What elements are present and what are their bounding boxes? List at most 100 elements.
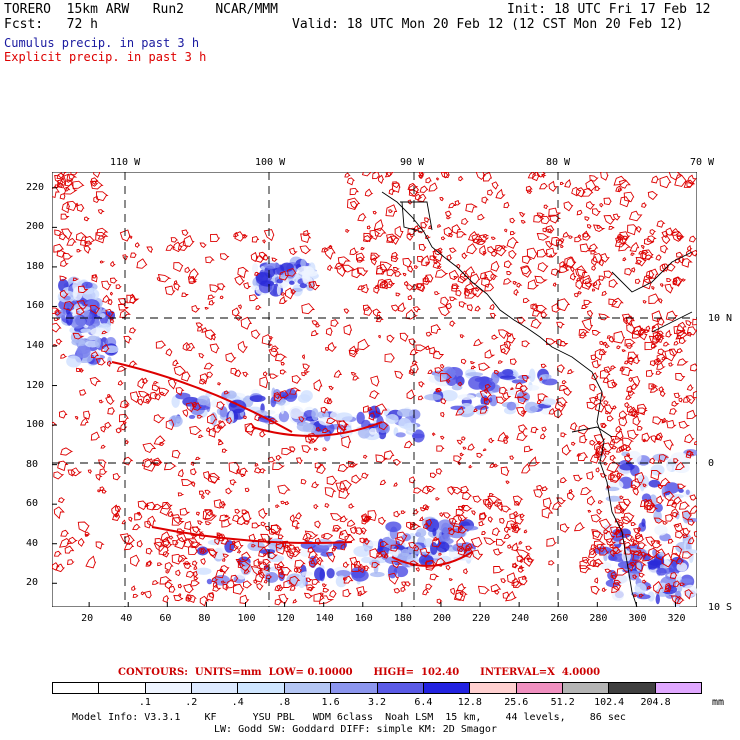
explicit-precip-contour <box>505 520 519 529</box>
explicit-precip-contour <box>694 440 697 446</box>
explicit-precip-contour <box>479 272 488 280</box>
explicit-precip-contour <box>149 391 159 400</box>
explicit-precip-contour <box>506 332 513 337</box>
explicit-precip-contour <box>437 265 442 270</box>
explicit-precip-contour <box>187 594 197 603</box>
explicit-precip-contour <box>156 277 161 282</box>
explicit-precip-contour <box>240 316 252 330</box>
explicit-precip-contour <box>491 527 501 537</box>
explicit-precip-contour <box>137 398 144 406</box>
explicit-precip-contour <box>458 301 468 308</box>
cumulus-precip-cell <box>276 284 281 296</box>
explicit-precip-contour <box>506 236 519 249</box>
explicit-precip-contour <box>648 293 660 304</box>
explicit-precip-contour <box>54 184 60 189</box>
explicit-precip-contour <box>110 260 116 267</box>
explicit-precip-contour <box>437 224 442 228</box>
explicit-precip-contour <box>287 267 297 277</box>
explicit-precip-contour <box>442 512 452 519</box>
explicit-precip-contour <box>598 348 608 356</box>
explicit-precip-contour <box>672 580 681 587</box>
explicit-precip-contour <box>599 473 608 478</box>
explicit-precip-contour <box>507 544 513 549</box>
explicit-precip-contour <box>456 536 467 550</box>
explicit-precip-contour <box>589 547 597 556</box>
explicit-precip-contour <box>176 533 189 543</box>
explicit-precip-contour <box>303 229 311 236</box>
explicit-precip-contour <box>592 288 596 292</box>
explicit-precip-contour <box>222 583 229 591</box>
explicit-precip-contour <box>592 530 604 541</box>
cumulus-precip-cell <box>524 401 539 414</box>
explicit-precip-band <box>111 361 293 433</box>
explicit-precip-contour <box>633 540 640 545</box>
explicit-precip-contour <box>673 325 686 334</box>
explicit-precip-contour <box>537 393 549 402</box>
explicit-precip-contour <box>173 283 181 291</box>
explicit-precip-contour <box>161 501 173 510</box>
explicit-precip-contour <box>541 173 547 179</box>
explicit-precip-contour <box>482 250 488 255</box>
explicit-precip-contour <box>224 390 230 395</box>
cumulus-precip-cell <box>600 561 612 570</box>
cumulus-precip-cell <box>94 336 101 349</box>
explicit-precip-contour <box>503 260 513 269</box>
explicit-precip-contour <box>263 579 268 584</box>
explicit-precip-contour <box>439 196 445 202</box>
explicit-precip-contour <box>159 576 173 585</box>
explicit-precip-contour <box>302 354 306 360</box>
explicit-precip-contour <box>483 398 491 406</box>
explicit-precip-contour <box>577 452 589 461</box>
cumulus-precip-cell <box>670 452 689 464</box>
explicit-precip-contour <box>446 378 451 384</box>
explicit-precip-contour <box>691 249 697 257</box>
explicit-precip-contour <box>294 512 303 520</box>
explicit-precip-contour <box>569 266 576 273</box>
explicit-precip-contour <box>310 329 319 337</box>
explicit-precip-contour <box>478 362 491 371</box>
colorbar-swatch <box>377 683 424 693</box>
explicit-precip-contour <box>435 497 441 501</box>
cumulus-precip-cell <box>654 503 663 513</box>
cumulus-precip-cell <box>210 399 221 408</box>
explicit-precip-contour <box>371 561 381 568</box>
explicit-precip-contour <box>655 548 667 561</box>
explicit-precip-contour <box>686 450 694 457</box>
explicit-precip-contour <box>327 341 337 352</box>
explicit-precip-contour <box>443 226 454 238</box>
explicit-precip-contour <box>649 386 659 393</box>
explicit-precip-contour <box>451 284 459 292</box>
explicit-precip-contour <box>280 361 286 366</box>
explicit-precip-contour <box>261 334 273 346</box>
explicit-precip-contour <box>270 345 280 353</box>
explicit-precip-contour <box>630 383 638 390</box>
explicit-precip-contour <box>324 487 337 498</box>
explicit-precip-contour <box>267 456 276 463</box>
explicit-precip-contour <box>419 516 425 522</box>
explicit-precip-contour <box>519 513 525 518</box>
explicit-precip-contour <box>468 464 473 469</box>
explicit-precip-contour <box>236 468 240 475</box>
explicit-precip-contour <box>622 235 630 242</box>
explicit-precip-contour <box>163 462 177 471</box>
explicit-precip-contour <box>363 306 373 316</box>
explicit-precip-contour <box>479 244 486 256</box>
explicit-precip-contour <box>441 236 446 241</box>
explicit-precip-contour <box>552 282 557 287</box>
explicit-precip-contour <box>464 543 474 551</box>
explicit-precip-contour <box>678 501 691 510</box>
explicit-precip-contour <box>455 590 468 602</box>
explicit-precip-contour <box>289 585 296 591</box>
explicit-precip-contour <box>504 228 508 233</box>
cumulus-precip-cell <box>71 338 89 347</box>
explicit-precip-contour <box>63 186 71 192</box>
explicit-precip-contour <box>378 334 381 339</box>
explicit-precip-contour <box>591 330 602 336</box>
explicit-precip-contour <box>132 523 141 531</box>
explicit-precip-contour <box>369 548 382 559</box>
explicit-precip-contour <box>656 362 666 370</box>
explicit-precip-contour <box>77 537 85 547</box>
explicit-precip-contour <box>197 520 204 526</box>
cumulus-precip-cell <box>385 414 399 424</box>
explicit-precip-contour <box>167 510 174 518</box>
